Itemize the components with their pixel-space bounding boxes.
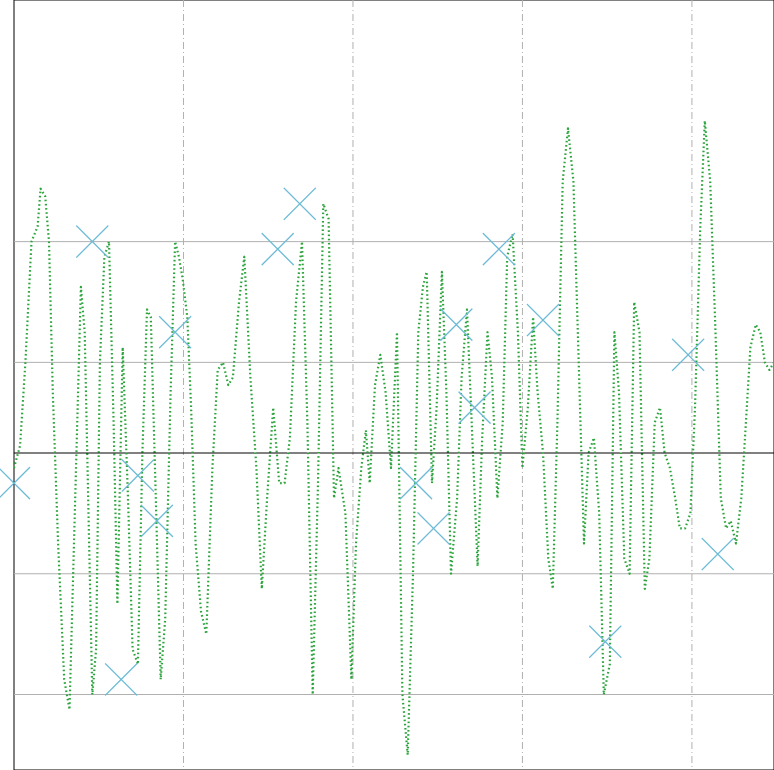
marker-stroke xyxy=(399,466,433,500)
data-point-marker xyxy=(439,308,473,342)
marker-stroke xyxy=(158,315,192,349)
marker-stroke xyxy=(439,308,473,342)
data-point-marker xyxy=(158,315,192,349)
marker-stroke xyxy=(458,391,492,425)
data-point-marker xyxy=(140,504,174,538)
data-point-marker xyxy=(261,232,295,266)
data-point-marker xyxy=(399,466,433,500)
series-line xyxy=(12,119,774,756)
data-point-marker xyxy=(671,338,705,372)
marker-stroke xyxy=(140,504,174,538)
marker-stroke xyxy=(0,466,31,499)
data-point-marker xyxy=(283,187,317,221)
marker-stroke xyxy=(526,303,560,337)
marker-stroke xyxy=(671,338,705,372)
marker-stroke xyxy=(482,232,516,266)
data-point-marker xyxy=(482,232,516,266)
marker-stroke xyxy=(75,225,109,259)
data-point-marker xyxy=(588,625,622,659)
marker-series xyxy=(0,187,735,696)
marker-stroke xyxy=(283,187,317,221)
data-point-marker xyxy=(121,459,155,493)
marker-stroke xyxy=(588,625,622,659)
data-point-marker xyxy=(0,466,31,500)
data-point-marker xyxy=(458,391,492,425)
marker-stroke xyxy=(121,459,155,493)
data-point-marker xyxy=(417,511,450,545)
marker-stroke xyxy=(104,662,138,696)
data-point-marker xyxy=(526,303,560,337)
data-point-marker xyxy=(75,225,109,259)
marker-stroke xyxy=(417,511,450,545)
data-point-marker xyxy=(104,662,138,696)
marker-stroke xyxy=(261,232,295,266)
line-series xyxy=(12,119,774,756)
marker-stroke xyxy=(701,537,735,571)
data-point-marker xyxy=(701,537,735,571)
